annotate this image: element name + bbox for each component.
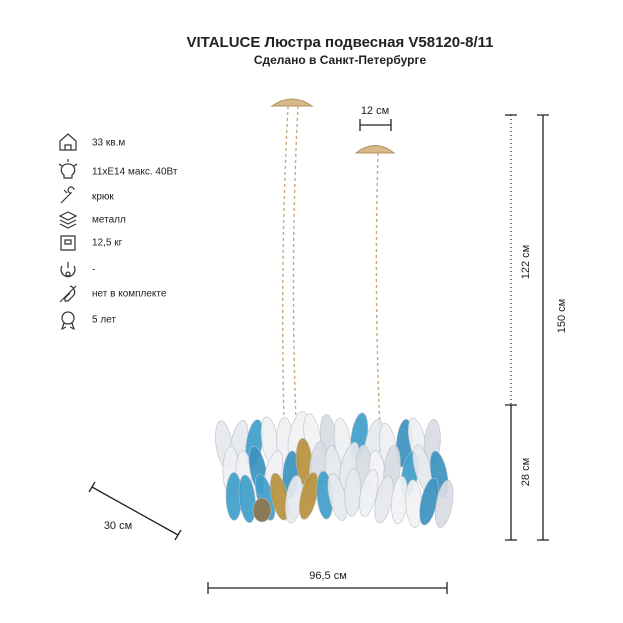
canopy bbox=[354, 145, 396, 154]
subtitle: Сделано в Санкт-Петербурге bbox=[254, 53, 427, 67]
icon-bulb bbox=[58, 159, 78, 179]
icon-dimmer bbox=[60, 262, 76, 278]
dim-label: 28 см bbox=[520, 458, 532, 486]
spec-text: - bbox=[92, 265, 95, 276]
spec-text: 5 лет bbox=[92, 315, 116, 326]
spec-text: 11хЕ14 макс. 40Вт bbox=[92, 167, 178, 178]
dim-line bbox=[359, 119, 392, 131]
spec-text: нет в комплекте bbox=[92, 289, 167, 300]
spec-icons bbox=[58, 133, 78, 331]
icon-area bbox=[59, 133, 77, 151]
shades bbox=[215, 410, 454, 529]
icon-warranty bbox=[60, 311, 76, 331]
dim-label: 12 см bbox=[361, 105, 389, 117]
spec-text: металл bbox=[92, 215, 126, 226]
spec-text: крюк bbox=[92, 192, 114, 203]
shade bbox=[299, 472, 319, 520]
dim-label: 150 см bbox=[556, 299, 568, 333]
dimension-lines bbox=[88, 114, 549, 594]
dim-line bbox=[207, 582, 448, 594]
chandelier bbox=[215, 98, 454, 529]
chain bbox=[281, 105, 299, 421]
icon-no-bulb bbox=[59, 285, 77, 303]
shade bbox=[359, 469, 379, 517]
canopy bbox=[270, 98, 314, 107]
dim-line bbox=[505, 114, 517, 541]
spec-text: 33 кв.м bbox=[92, 138, 125, 149]
shade bbox=[238, 474, 256, 524]
icon-weight bbox=[60, 235, 76, 251]
dim-line bbox=[537, 114, 549, 541]
dim-label: 30 см bbox=[104, 520, 132, 532]
shade bbox=[252, 497, 272, 523]
chain bbox=[375, 152, 381, 431]
icon-mount bbox=[60, 186, 75, 204]
shade bbox=[434, 479, 454, 528]
dim-line bbox=[88, 481, 182, 541]
icon-material bbox=[58, 211, 78, 229]
spec-text: 12,5 кг bbox=[92, 238, 123, 249]
dim-label: 122 см bbox=[520, 245, 532, 279]
spec-list: 33 кв.м 11хЕ14 макс. 40Вт крюк металл 12,5 к… bbox=[92, 138, 178, 326]
dim-label: 96,5 см bbox=[309, 570, 347, 582]
title: VITALUCE Люстра подвесная V58120-8/11 bbox=[186, 34, 493, 51]
